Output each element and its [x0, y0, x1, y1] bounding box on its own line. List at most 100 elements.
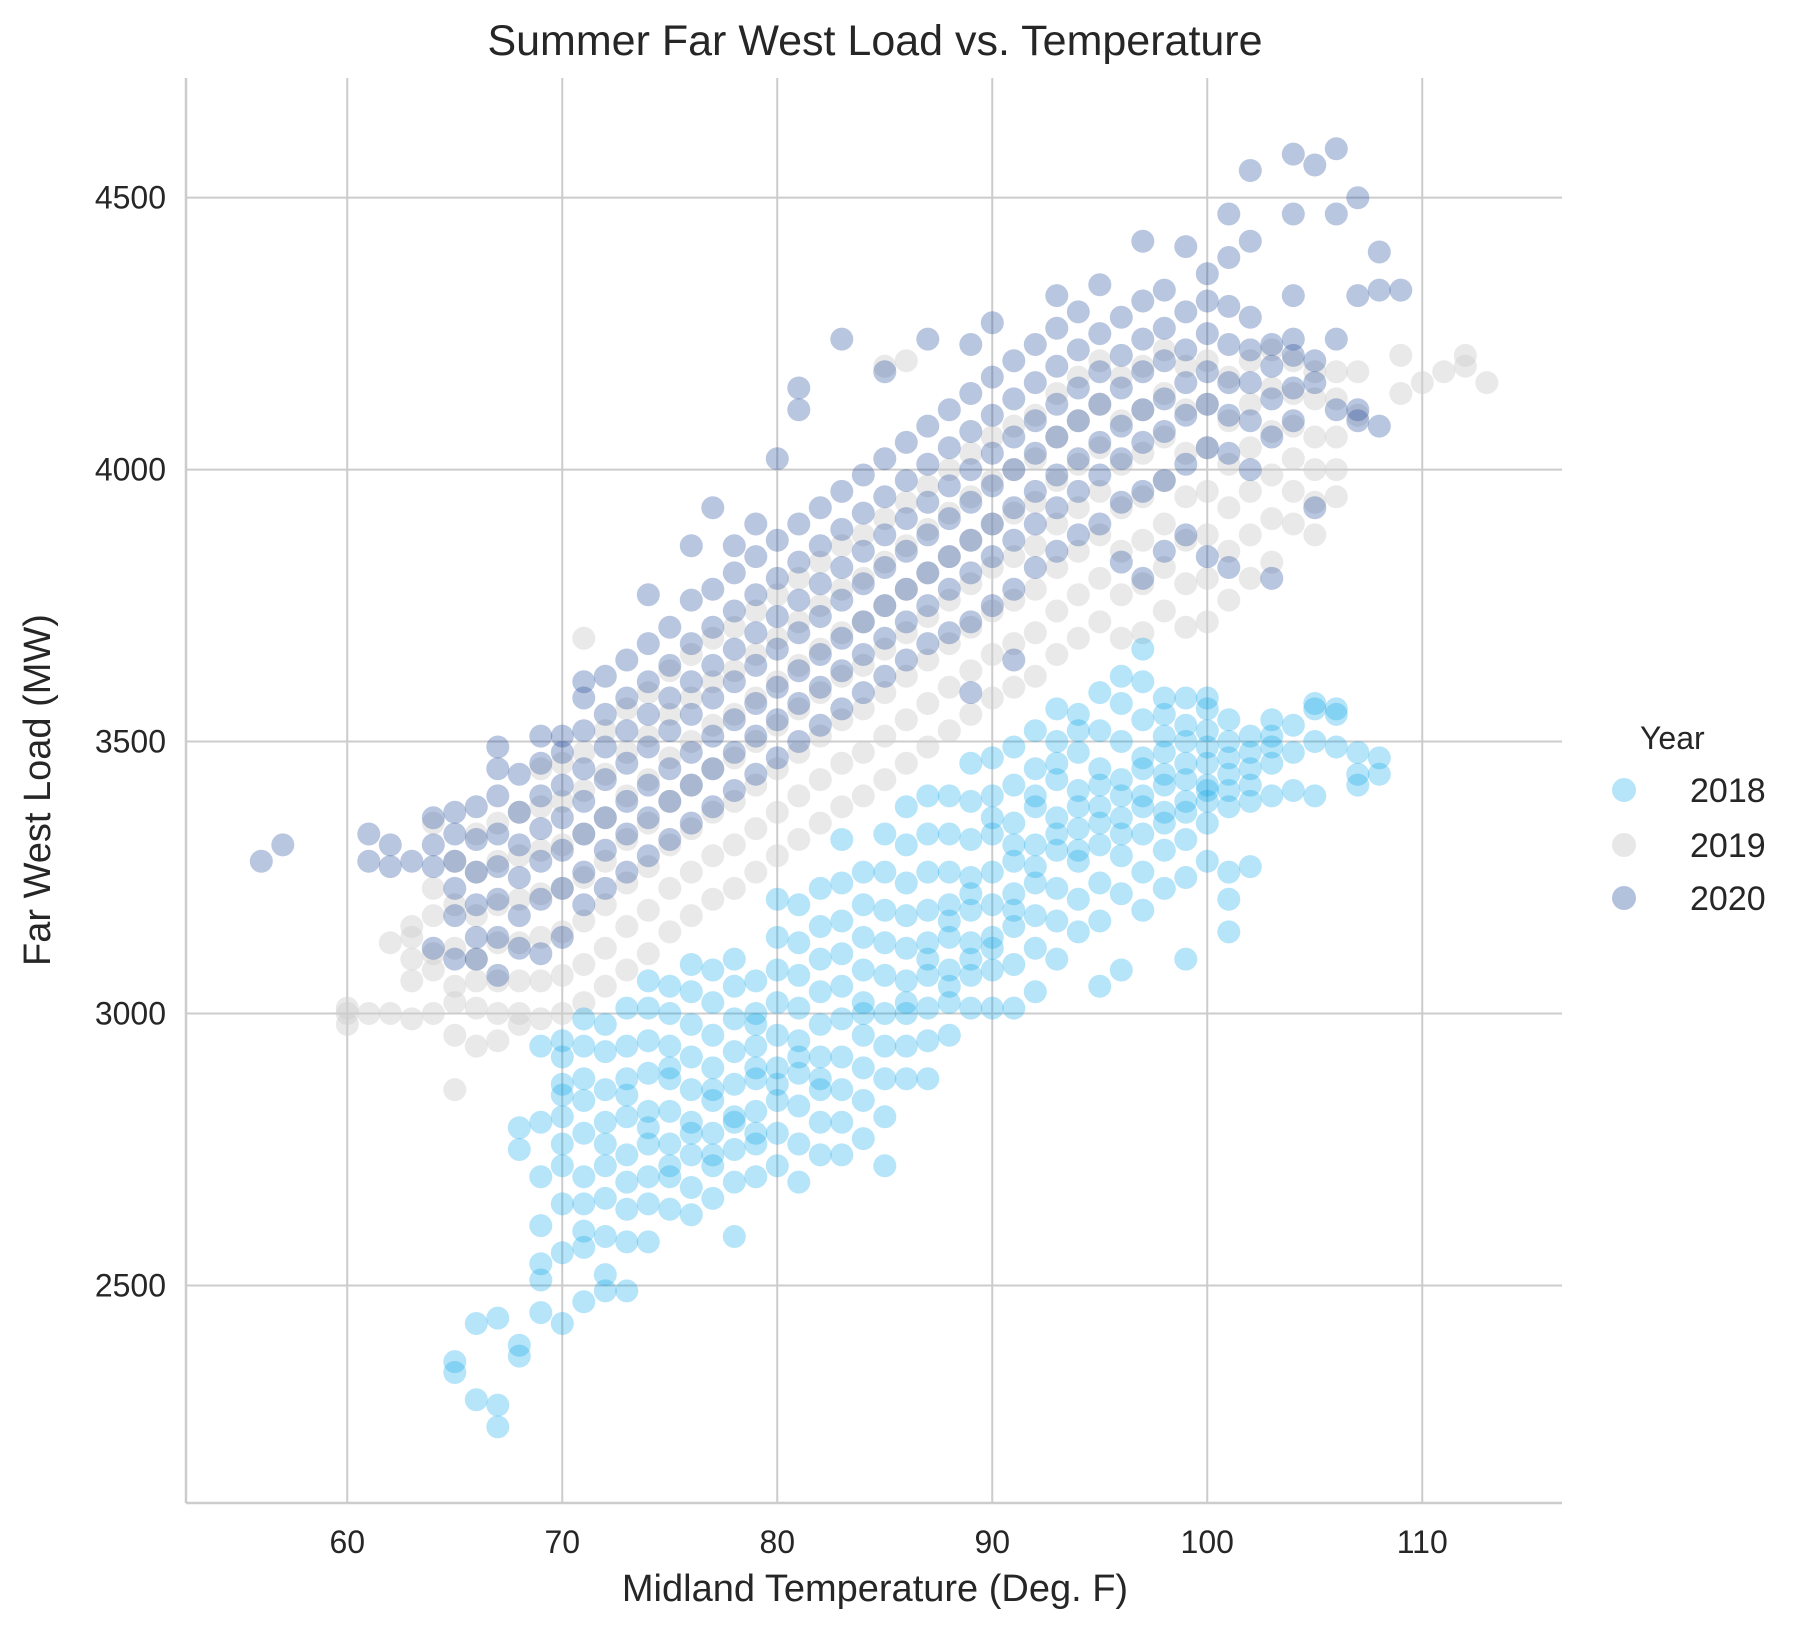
- point-2018: [507, 1344, 531, 1368]
- point-2019: [658, 833, 682, 857]
- point-2018: [851, 1056, 875, 1080]
- point-2018: [1174, 686, 1198, 710]
- point-2020: [873, 360, 897, 384]
- point-2020: [615, 789, 639, 813]
- point-2020: [980, 311, 1004, 335]
- point-2018: [1002, 833, 1026, 857]
- point-2019: [744, 773, 768, 797]
- point-2018: [658, 974, 682, 998]
- point-2020: [701, 795, 725, 819]
- point-2019: [701, 887, 725, 911]
- point-2018: [615, 996, 639, 1020]
- point-2019: [1260, 338, 1284, 362]
- point-2020: [980, 474, 1004, 498]
- point-2020: [1131, 229, 1155, 253]
- y-tick-label: 2500: [95, 1267, 166, 1303]
- point-2018: [937, 974, 961, 998]
- point-2019: [593, 806, 617, 830]
- point-2019: [916, 561, 940, 585]
- point-2018: [1195, 849, 1219, 873]
- point-2020: [894, 648, 918, 672]
- legend-marker-2018: [1612, 778, 1636, 802]
- point-2018: [1195, 751, 1219, 775]
- point-2020: [1066, 447, 1090, 471]
- point-2020: [1152, 349, 1176, 373]
- point-2020: [787, 692, 811, 715]
- point-2020: [593, 838, 617, 862]
- point-2020: [443, 849, 467, 873]
- point-2019: [894, 490, 918, 514]
- point-2019: [980, 599, 1004, 623]
- point-2020: [1152, 316, 1176, 340]
- point-2019: [464, 860, 488, 884]
- point-2020: [722, 561, 746, 585]
- point-2019: [744, 860, 768, 884]
- point-2019: [744, 686, 768, 710]
- point-2020: [507, 904, 531, 928]
- point-2020: [722, 708, 746, 732]
- point-2019: [894, 534, 918, 558]
- point-2019: [572, 866, 596, 889]
- point-2019: [851, 697, 875, 721]
- point-2020: [249, 849, 273, 873]
- point-2019: [679, 773, 703, 797]
- point-2020: [1088, 463, 1112, 487]
- point-2019: [636, 768, 660, 792]
- point-2018: [658, 1165, 682, 1189]
- point-2018: [1002, 953, 1026, 976]
- point-2018: [808, 915, 832, 938]
- point-2018: [1217, 887, 1241, 911]
- point-2018: [529, 1110, 553, 1134]
- point-2020: [1109, 490, 1133, 514]
- point-2019: [808, 594, 832, 618]
- point-2019: [1131, 485, 1155, 509]
- point-2018: [744, 1067, 768, 1091]
- point-2020: [916, 523, 940, 547]
- point-2020: [658, 828, 682, 851]
- point-2018: [894, 1034, 918, 1058]
- point-2019: [593, 974, 617, 998]
- point-2020: [271, 833, 295, 857]
- point-2018: [1109, 730, 1133, 753]
- series-2018: [443, 637, 1391, 1439]
- point-2020: [679, 740, 703, 764]
- point-2018: [550, 1029, 574, 1053]
- point-2018: [1217, 762, 1241, 786]
- point-2020: [1023, 371, 1047, 395]
- point-2018: [894, 833, 918, 857]
- point-2018: [894, 969, 918, 993]
- point-2020: [937, 621, 961, 645]
- point-2019: [916, 605, 940, 628]
- point-2018: [980, 784, 1004, 808]
- point-2020: [1023, 479, 1047, 503]
- point-2019: [873, 594, 897, 618]
- point-2018: [894, 871, 918, 895]
- x-tick-label: 70: [544, 1524, 580, 1560]
- point-2019: [400, 1007, 424, 1031]
- point-2020: [744, 545, 768, 569]
- point-2018: [1281, 713, 1305, 737]
- point-2020: [1260, 566, 1284, 590]
- point-2019: [1260, 507, 1284, 531]
- point-2020: [1002, 577, 1026, 601]
- point-2020: [1260, 333, 1284, 356]
- point-2020: [507, 936, 531, 960]
- point-2019: [1195, 479, 1219, 503]
- point-2019: [808, 811, 832, 835]
- point-2020: [443, 904, 467, 928]
- point-2020: [679, 670, 703, 694]
- point-2018: [1002, 996, 1026, 1020]
- point-2020: [529, 784, 553, 808]
- point-2019: [1023, 447, 1047, 471]
- point-2020: [1367, 240, 1391, 264]
- point-2020: [421, 936, 445, 960]
- point-2019: [1324, 387, 1348, 411]
- point-2019: [486, 1002, 510, 1025]
- point-2018: [830, 1110, 854, 1134]
- point-2019: [507, 1002, 531, 1025]
- point-2019: [1324, 360, 1348, 384]
- point-2020: [1217, 294, 1241, 318]
- point-2018: [873, 931, 897, 955]
- point-2018: [830, 828, 854, 851]
- point-2018: [937, 925, 961, 949]
